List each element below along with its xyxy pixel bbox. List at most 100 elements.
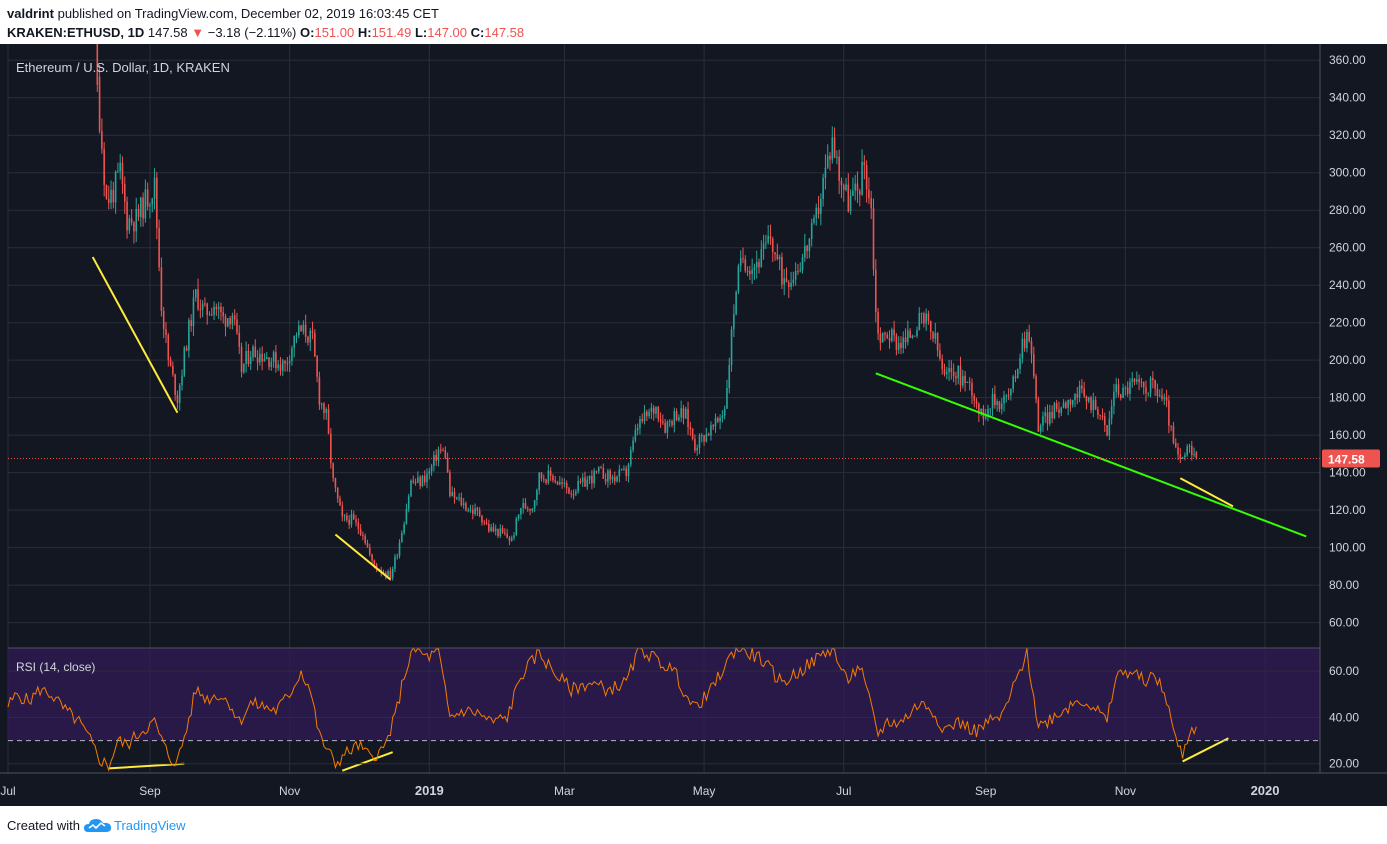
trendlines[interactable] [91, 256, 1307, 772]
candle-body [852, 190, 854, 197]
candle-body [781, 256, 783, 285]
yellow-trendline[interactable] [334, 533, 392, 581]
candle-body [794, 271, 797, 280]
time-tick-label: 2019 [415, 783, 444, 798]
candle-body [904, 337, 907, 343]
rsi-yellow-trendline[interactable] [1182, 737, 1229, 763]
rsi-band [8, 648, 1320, 741]
candle-body [169, 359, 172, 366]
candle-body [311, 330, 314, 333]
candle-body [103, 148, 105, 185]
price-tick-label: 300.00 [1329, 166, 1366, 180]
yellow-trendline[interactable] [1179, 477, 1234, 508]
candle-body [123, 184, 126, 202]
candle-body [240, 346, 243, 373]
candle-body [428, 471, 431, 474]
candle-body [455, 497, 458, 499]
time-tick-label: 2020 [1251, 783, 1280, 798]
candle-body [137, 208, 140, 217]
candle-body [1021, 338, 1024, 359]
candle-body [668, 421, 671, 423]
candle-body [1110, 406, 1113, 419]
low-value: 147.00 [427, 25, 468, 40]
candle-body [1129, 381, 1131, 394]
candle-body [474, 508, 476, 514]
rsi-yellow-trendline[interactable] [341, 751, 394, 772]
candle-body [497, 528, 499, 536]
candle-body [1044, 412, 1047, 417]
tradingview-brand[interactable]: TradingView [113, 818, 186, 833]
candle-body [1083, 388, 1085, 397]
candle-body [881, 333, 884, 343]
candle-body [117, 171, 119, 173]
candle-body [146, 189, 149, 207]
candle-body [268, 357, 270, 368]
candle-body [314, 332, 316, 357]
candle-body [414, 481, 417, 483]
chart-area[interactable]: 60.00 80.00 100.00 120.00 140.00 160.00 180.00… [0, 44, 1387, 806]
price-tick-label: 120.00 [1329, 503, 1366, 517]
candle-body [446, 457, 449, 473]
candle-body [140, 197, 142, 217]
candle-body [751, 269, 753, 274]
candle-body [739, 258, 742, 267]
candle-body [684, 408, 687, 419]
candle-body [185, 347, 188, 351]
yellow-trendline[interactable] [91, 256, 179, 414]
candle-body [975, 400, 978, 404]
candle-body [286, 363, 289, 365]
candle-body [334, 478, 337, 488]
candle-body [430, 465, 433, 472]
candle-body [863, 162, 866, 166]
candle-body [845, 184, 847, 190]
candle-body [517, 514, 520, 519]
candle-body [300, 325, 302, 332]
candle-body [297, 325, 300, 336]
candle-body [458, 497, 460, 499]
candle-body [1053, 403, 1056, 419]
candle-body [542, 478, 545, 480]
open-label: O: [300, 25, 315, 40]
candle-body [302, 324, 305, 332]
candle-body [595, 470, 598, 472]
candle-body [130, 218, 133, 223]
green-trendline[interactable] [875, 372, 1307, 538]
candle-body [1085, 396, 1088, 402]
candle-body [1172, 426, 1175, 443]
symbol-info: KRAKEN:ETHUSD, 1D 147.58 ▼ −3.18 (−2.11%… [7, 25, 524, 40]
candle-body [849, 196, 852, 212]
candle-body [208, 314, 211, 316]
candle-body [602, 467, 605, 479]
candle-body [749, 271, 751, 274]
rsi-yellow-trendline[interactable] [108, 762, 185, 770]
candle-body [504, 532, 506, 534]
rsi-band-fill [8, 648, 1320, 741]
candle-body [872, 208, 875, 270]
open-value: 151.00 [314, 25, 355, 40]
candle-body [705, 433, 708, 442]
candle-body [105, 184, 108, 199]
candle-body [627, 464, 630, 477]
candle-body [213, 306, 215, 315]
candle-body [678, 417, 680, 421]
candle-body [247, 350, 250, 364]
candle-body [1126, 387, 1129, 394]
candle-body [703, 434, 705, 442]
candle-body [442, 450, 444, 452]
candle-body [698, 435, 701, 449]
candle-body [987, 408, 989, 416]
candle-body [1099, 414, 1101, 416]
candle-body [362, 534, 364, 537]
candle-body [494, 528, 497, 532]
candle-body [1133, 378, 1136, 382]
author-name[interactable]: valdrint [7, 6, 54, 21]
candle-body [151, 198, 154, 205]
candle-body [1168, 400, 1170, 426]
candle-body [552, 475, 554, 481]
candle-body [1097, 409, 1099, 415]
candle-body [973, 395, 976, 401]
candle-body [1124, 387, 1127, 389]
candle-body [1062, 402, 1065, 408]
candle-body [897, 342, 900, 350]
candle-body [962, 375, 964, 386]
